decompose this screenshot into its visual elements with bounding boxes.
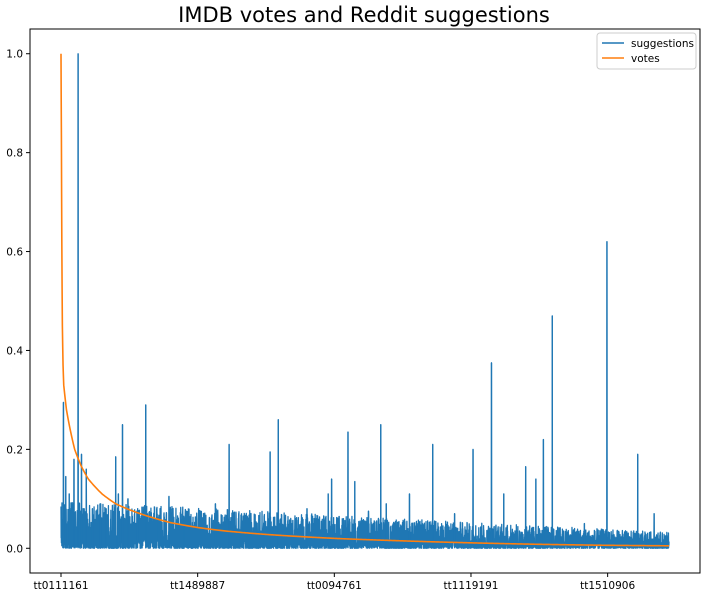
y-tick-label: 0.4 <box>6 345 23 357</box>
x-tick-label: tt0111161 <box>34 580 89 592</box>
y-tick-label: 0.6 <box>6 247 23 259</box>
x-tick-label: tt1510906 <box>580 580 635 592</box>
y-tick-label: 1.0 <box>6 49 23 61</box>
y-tick-label: 0.8 <box>6 148 23 160</box>
y-axis: 0.0 0.2 0.4 0.6 0.8 1.0 <box>6 49 30 555</box>
legend-box <box>596 32 697 70</box>
x-tick-label: tt1489887 <box>170 580 225 592</box>
series-line-suggestions <box>60 53 670 549</box>
x-axis: tt0111161 tt1489887 tt0094761 tt1119191 tt15… <box>34 573 635 592</box>
legend-label-votes: votes <box>631 53 660 65</box>
legend: suggestions votes <box>596 32 697 70</box>
chart-title: IMDB votes and Reddit suggestions <box>178 3 550 27</box>
x-tick-label: tt0094761 <box>307 580 362 592</box>
axes-frame <box>29 28 701 574</box>
series-line-votes <box>60 53 670 547</box>
plot-area <box>60 53 670 549</box>
x-tick-label: tt1119191 <box>443 580 498 592</box>
y-tick-label: 0.2 <box>6 444 23 456</box>
y-tick-label: 0.0 <box>6 543 23 555</box>
legend-label-suggestions: suggestions <box>631 38 694 50</box>
